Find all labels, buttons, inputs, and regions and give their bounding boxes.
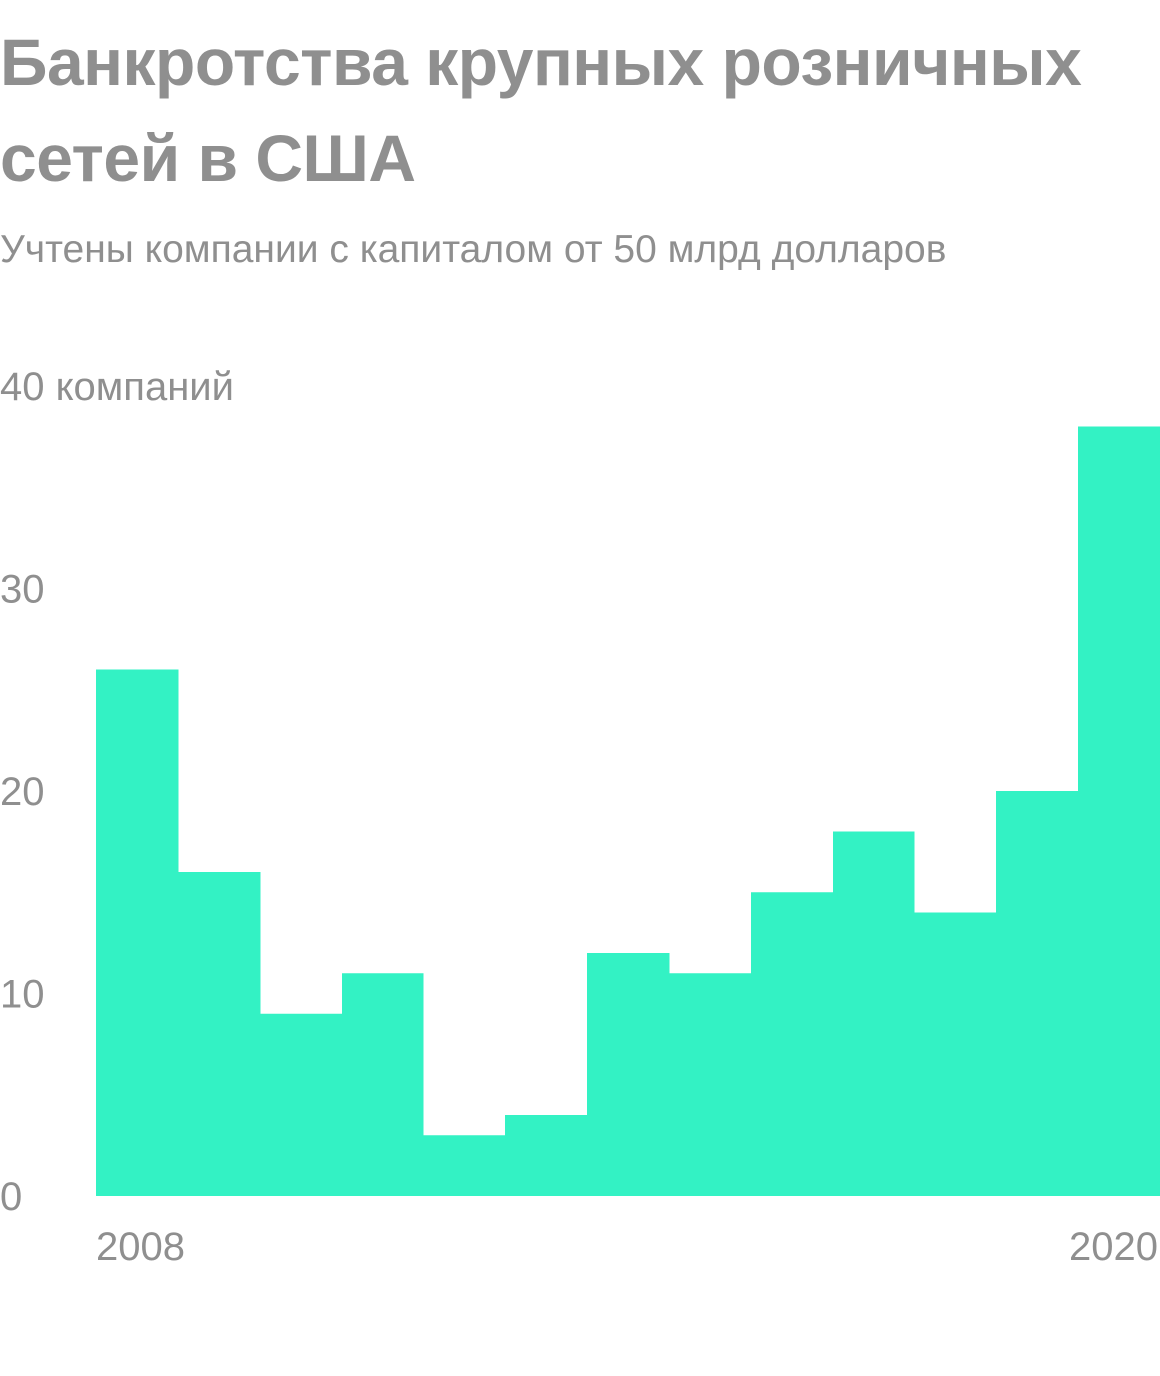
bar-2009 [178, 872, 261, 1196]
x-tick-label: 2020 [1069, 1225, 1158, 1269]
bar-2019 [996, 791, 1079, 1196]
bar-2020 [1078, 426, 1160, 1196]
y-tick-label: 30 [0, 568, 45, 612]
bar-2014 [587, 953, 670, 1196]
bar-2010 [260, 1013, 343, 1196]
y-tick-label: 40 компаний [0, 365, 234, 409]
bar-2008 [96, 669, 179, 1196]
x-axis-tick-labels: 2008 2020 [96, 1225, 1158, 1269]
bar-2015 [669, 973, 752, 1196]
x-tick-label: 2008 [96, 1225, 185, 1269]
bar-2012 [423, 1135, 506, 1196]
y-tick-label: 10 [0, 973, 45, 1017]
bar-2016 [751, 892, 834, 1196]
bar-2017 [833, 831, 915, 1196]
y-tick-label: 0 [0, 1175, 22, 1219]
bar-2013 [505, 1115, 588, 1196]
bar-2011 [342, 973, 424, 1196]
bars [96, 426, 1160, 1196]
y-tick-label: 20 [0, 770, 45, 814]
chart-title: Банкротства крупных розничных сетей в СШ… [0, 25, 1082, 195]
y-axis-tick-labels: 0 10 20 30 40 компаний [0, 365, 234, 1219]
bar-2018 [914, 912, 997, 1196]
chart-subtitle: Учтены компании с капиталом от 50 млрд д… [0, 228, 947, 271]
